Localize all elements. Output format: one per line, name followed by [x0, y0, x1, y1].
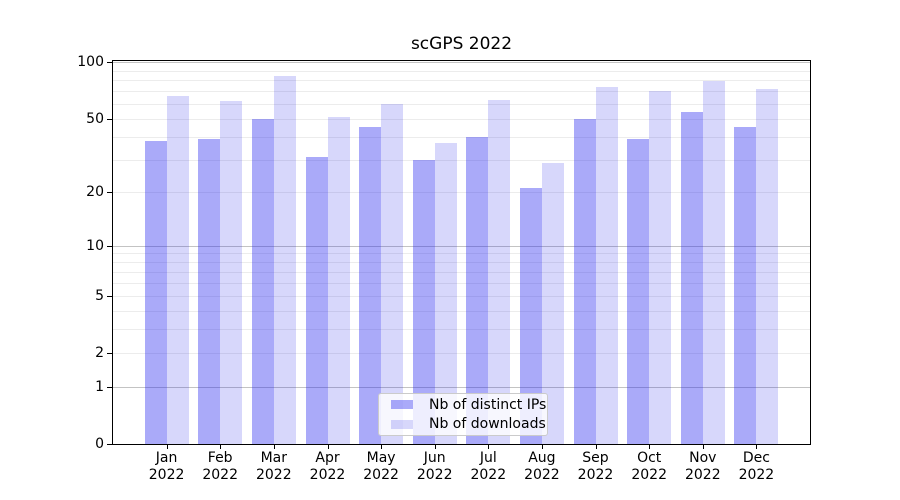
y-tick-mark-1 [107, 386, 112, 388]
legend-swatch-downloads [391, 419, 413, 429]
gridline-minor-90 [113, 70, 810, 72]
y-tick-label-2: 2 [95, 345, 104, 362]
x-tick-mark-jan [166, 445, 168, 449]
x-tick-label-dec: Dec 2022 [738, 450, 775, 483]
y-tick-label-100: 100 [77, 54, 104, 70]
y-tick-mark-50 [107, 118, 112, 120]
x-tick-label-jun: Jun 2022 [416, 450, 453, 483]
x-tick-mark-nov [702, 445, 704, 449]
gridline-minor-2 [113, 353, 810, 355]
x-tick-label-nov: Nov 2022 [684, 450, 721, 483]
chart-title: scGPS 2022 [410, 34, 513, 54]
x-tick-label-sep: Sep 2022 [577, 450, 614, 483]
bar-distinct-ips-sep [573, 118, 596, 444]
y-tick-label-50: 50 [86, 110, 104, 127]
bar-downloads-mar [273, 76, 296, 444]
bar-distinct-ips-dec [734, 127, 757, 444]
gridline-minor-20 [113, 192, 810, 193]
legend: Nb of distinct IPs Nb of downloads [378, 393, 548, 436]
legend-swatch-distinct-ips [391, 400, 413, 410]
spine-left [112, 60, 113, 445]
gridline-minor-7 [113, 271, 810, 273]
legend-label-distinct-ips: Nb of distinct IPs [429, 396, 547, 413]
gridline-minor-30 [113, 159, 810, 161]
spine-top [112, 60, 811, 61]
gridline-minor-70 [113, 91, 810, 93]
x-tick-label-may: May 2022 [363, 450, 399, 483]
bar-distinct-ips-nov [680, 112, 703, 444]
y-tick-mark-10 [107, 245, 112, 247]
bar-downloads-apr [327, 117, 350, 444]
bar-downloads-oct [649, 91, 672, 444]
y-tick-mark-5 [107, 295, 112, 297]
y-tick-mark-100 [107, 62, 112, 63]
x-tick-label-apr: Apr 2022 [309, 450, 346, 483]
bar-distinct-ips-apr [305, 157, 328, 444]
x-tick-mark-oct [649, 445, 651, 449]
gridline-major-100 [113, 62, 810, 63]
x-tick-mark-mar [273, 445, 275, 449]
bar-downloads-nov [702, 81, 725, 444]
y-tick-label-1: 1 [95, 378, 104, 395]
gridline-major-1 [113, 386, 810, 388]
x-tick-mark-may [381, 445, 383, 449]
gridline-minor-60 [113, 103, 810, 105]
gridline-minor-9 [113, 253, 810, 255]
legend-item-downloads: Nb of downloads [385, 415, 546, 434]
bar-downloads-sep [595, 86, 618, 444]
y-tick-mark-20 [107, 192, 112, 193]
y-tick-mark-0 [107, 444, 112, 445]
x-tick-mark-sep [595, 445, 597, 449]
gridline-minor-40 [113, 136, 810, 138]
x-tick-mark-jul [488, 445, 490, 449]
x-tick-mark-apr [327, 445, 329, 449]
bar-downloads-feb [220, 101, 243, 444]
x-tick-mark-dec [756, 445, 758, 449]
x-tick-label-feb: Feb 2022 [202, 450, 238, 483]
legend-label-downloads: Nb of downloads [429, 416, 546, 433]
gridline-minor-5 [113, 295, 810, 297]
y-tick-mark-2 [107, 353, 112, 355]
x-tick-label-aug: Aug 2022 [524, 450, 560, 483]
x-tick-label-jul: Jul 2022 [470, 450, 507, 483]
bar-downloads-jan [166, 96, 189, 444]
x-tick-label-mar: Mar 2022 [255, 450, 292, 483]
x-tick-mark-jun [434, 445, 436, 449]
gridline-major-10 [113, 245, 810, 247]
gridline-minor-3 [113, 329, 810, 331]
bar-distinct-ips-oct [627, 138, 650, 444]
y-tick-label-10: 10 [86, 237, 104, 254]
x-tick-label-oct: Oct 2022 [631, 450, 667, 483]
bar-downloads-dec [756, 88, 779, 444]
bar-distinct-ips-jan [144, 140, 167, 444]
legend-item-distinct-ips: Nb of distinct IPs [385, 395, 546, 414]
y-tick-label-20: 20 [86, 184, 104, 200]
y-tick-label-5: 5 [95, 287, 104, 304]
x-tick-mark-aug [541, 445, 543, 449]
bar-distinct-ips-feb [198, 138, 221, 444]
x-tick-label-jan: Jan 2022 [148, 450, 185, 483]
gridline-minor-80 [113, 80, 810, 82]
gridline-minor-6 [113, 282, 810, 284]
y-tick-label-0: 0 [95, 436, 104, 452]
bar-distinct-ips-mar [251, 118, 274, 444]
gridline-minor-50 [113, 118, 810, 120]
gridline-minor-4 [113, 310, 810, 312]
spine-right [810, 60, 811, 445]
spine-bottom [112, 444, 811, 445]
gridline-minor-8 [113, 262, 810, 264]
x-tick-mark-feb [220, 445, 222, 449]
